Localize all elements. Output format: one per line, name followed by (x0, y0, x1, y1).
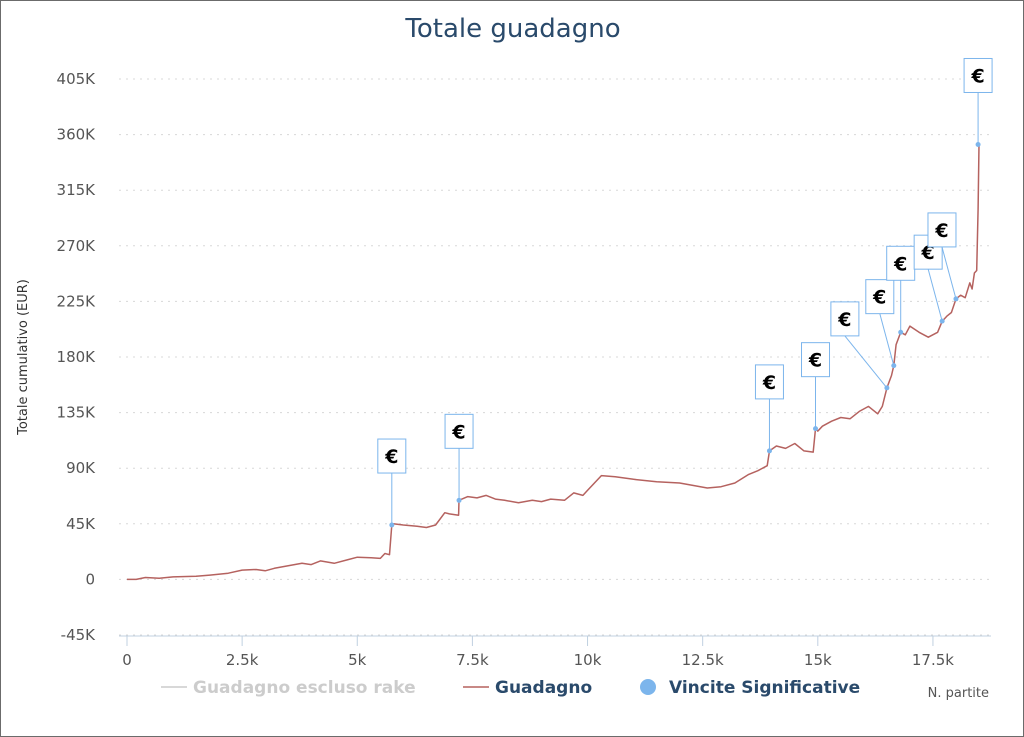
x-tick-label: 10k (574, 651, 602, 669)
win-flag-connector (844, 335, 888, 389)
x-tick-label: 0 (122, 651, 132, 669)
win-flag[interactable]: € (377, 438, 407, 528)
win-flag-box[interactable] (963, 57, 993, 93)
win-flag-label: € (451, 421, 465, 443)
win-flag[interactable]: € (927, 212, 959, 302)
legend-label: Guadagno escluso rake (193, 678, 416, 698)
x-tick-label: 12.5k (682, 651, 724, 669)
y-tick-label: 225K (57, 292, 97, 310)
x-tick-label: 2.5k (226, 651, 259, 669)
win-flag-box[interactable] (377, 438, 407, 474)
win-flag-box[interactable] (927, 212, 957, 248)
win-flag-connector (927, 269, 943, 322)
win-flag-label: € (837, 309, 851, 331)
win-point[interactable] (891, 363, 897, 369)
y-tick-label: -45K (61, 626, 96, 644)
win-flag-label: € (970, 65, 984, 87)
x-tick-label: 5k (348, 651, 367, 669)
win-flag[interactable]: € (865, 279, 897, 369)
legend-item[interactable]: Guadagno escluso rake (161, 678, 416, 698)
grid-lines (119, 78, 991, 636)
axes: -45K 0 45K 90K 135K 180K 225K 270K 315K 360K 405K 0… (57, 70, 991, 669)
y-tick-label: 405K (57, 70, 97, 88)
legend-circle-symbol (640, 679, 656, 695)
y-tick-label: 0 (85, 570, 95, 588)
legend-label: Vincite Significative (669, 678, 860, 698)
x-axis-label: N. partite (928, 686, 989, 701)
win-flag[interactable]: € (801, 342, 831, 432)
win-flag-box[interactable] (865, 279, 895, 315)
x-tick-label: 7.5k (456, 651, 489, 669)
win-point[interactable] (898, 329, 904, 335)
chart-title: Totale guadagno (404, 14, 620, 44)
series-area (127, 144, 980, 581)
flags: €€€€€€€€€€ (377, 57, 993, 528)
win-flag-label: € (921, 242, 935, 264)
win-point[interactable] (884, 385, 890, 391)
legend-item[interactable]: Vincite Significative (640, 678, 860, 698)
y-tick-label: 45K (66, 515, 96, 533)
legend-label: Guadagno (495, 678, 592, 698)
win-flag-connector (941, 246, 957, 300)
win-point[interactable] (456, 497, 462, 503)
series-line-guadagno[interactable] (127, 144, 980, 581)
win-flag[interactable]: € (830, 301, 890, 391)
win-point[interactable] (813, 426, 819, 432)
win-flag-label: € (762, 372, 776, 394)
legend-item[interactable]: Guadagno (463, 678, 592, 698)
y-tick-label: 135K (57, 404, 97, 422)
win-flag-label: € (872, 287, 886, 309)
y-tick-label: 270K (57, 237, 97, 255)
win-point[interactable] (389, 522, 395, 528)
y-tick-label: 360K (57, 126, 97, 144)
win-flag-label: € (934, 220, 948, 242)
win-flag[interactable]: € (754, 364, 784, 454)
x-tick-label: 17.5k (912, 651, 954, 669)
win-flag[interactable]: € (913, 234, 945, 324)
win-point[interactable] (975, 141, 981, 147)
win-flag-box[interactable] (444, 413, 474, 449)
win-flag-box[interactable] (801, 342, 831, 378)
win-flag-label: € (384, 446, 398, 468)
win-flag-box[interactable] (886, 245, 916, 281)
win-flag[interactable]: € (444, 413, 474, 503)
win-flag-box[interactable] (754, 364, 784, 400)
y-tick-label: 90K (66, 459, 96, 477)
legend: Guadagno escluso rake Guadagno Vincite Sig… (161, 678, 860, 698)
y-tick-label: 180K (57, 348, 97, 366)
win-point[interactable] (939, 318, 945, 324)
win-flag-connector (879, 313, 895, 366)
win-flag[interactable]: € (963, 57, 993, 147)
y-tick-label: 315K (57, 181, 97, 199)
win-flag-label: € (893, 253, 907, 275)
win-flag[interactable]: € (886, 245, 916, 335)
win-flag-box[interactable] (830, 301, 860, 337)
win-point[interactable] (953, 296, 959, 302)
x-tick-label: 15k (804, 651, 832, 669)
y-axis-label: Totale cumulativo (EUR) (16, 279, 31, 436)
win-point[interactable] (766, 448, 772, 454)
win-flag-label: € (808, 350, 822, 372)
